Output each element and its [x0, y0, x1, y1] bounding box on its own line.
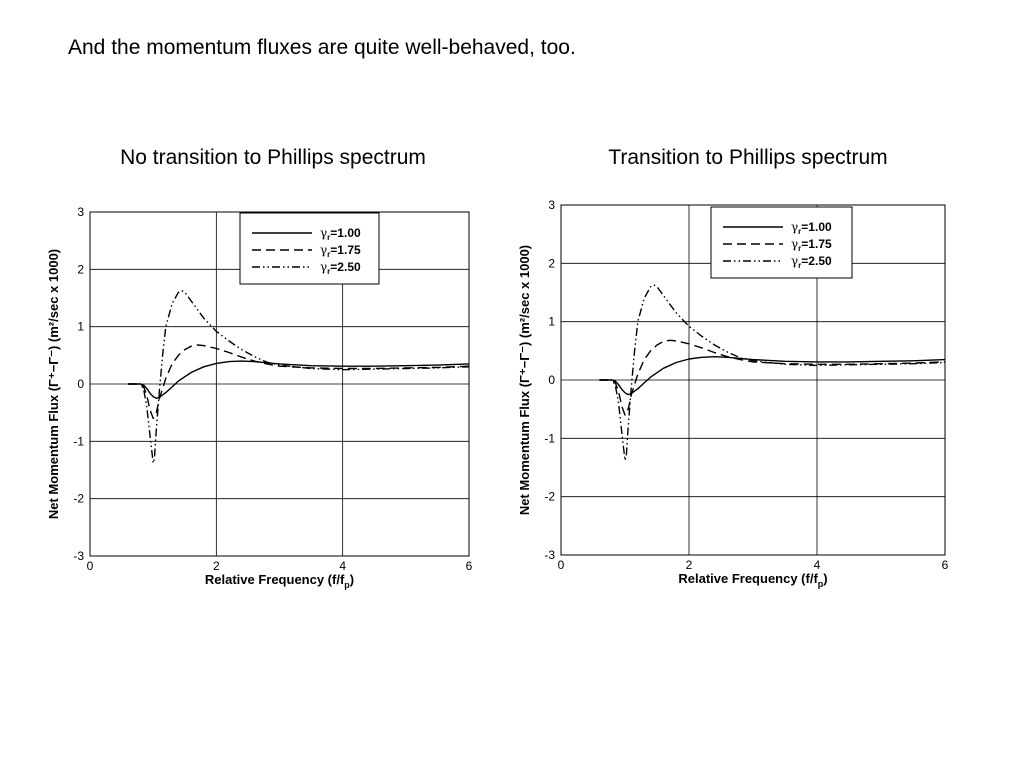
series-line-1	[599, 356, 946, 396]
legend-label-2: γr=1.75	[791, 237, 832, 253]
legend-label-2: γr=1.75	[320, 243, 361, 259]
y-tick-label: 3	[77, 205, 84, 219]
y-tick-label: 0	[77, 377, 84, 391]
y-tick-label: -1	[73, 434, 84, 448]
legend-label-1: γr=1.00	[320, 226, 361, 242]
plot-frame	[89, 211, 470, 557]
x-tick-label: 0	[558, 558, 565, 572]
y-tick-label: 1	[77, 320, 84, 334]
x-tick-label: 4	[339, 559, 346, 573]
y-tick-label: -3	[73, 549, 84, 563]
y-tick-label: 0	[548, 373, 555, 387]
x-tick-label: 2	[686, 558, 693, 572]
y-tick-label: -3	[544, 548, 555, 562]
y-tick-label: -1	[544, 431, 555, 445]
chart-title-left: No transition to Phillips spectrum	[120, 146, 426, 169]
x-tick-label: 6	[466, 559, 473, 573]
legend-box	[710, 206, 853, 279]
series-line-2	[127, 344, 470, 420]
x-tick-label: 2	[213, 559, 220, 573]
series-line-2	[599, 339, 946, 416]
y-tick-label: -2	[73, 492, 84, 506]
y-tick-label: 3	[548, 198, 555, 212]
series-line-3	[599, 284, 946, 462]
x-axis-label: Relative Frequency (f/fp)	[205, 572, 354, 590]
y-tick-label: 1	[548, 315, 555, 329]
legend-label-3: γr=2.50	[791, 254, 832, 270]
x-axis-label: Relative Frequency (f/fp)	[678, 571, 827, 589]
y-tick-label: 2	[77, 262, 84, 276]
legend-label-3: γr=2.50	[320, 260, 361, 276]
plot-frame	[560, 204, 946, 556]
legend-label-1: γr=1.00	[791, 220, 832, 236]
series-line-1	[127, 360, 470, 399]
x-tick-label: 6	[942, 558, 949, 572]
x-tick-label: 0	[87, 559, 94, 573]
slide-heading: And the momentum fluxes are quite well-b…	[68, 36, 576, 59]
y-tick-label: -2	[544, 490, 555, 504]
chart-title-right: Transition to Phillips spectrum	[608, 146, 888, 169]
y-tick-label: 2	[548, 256, 555, 270]
legend-box	[239, 212, 380, 285]
x-tick-label: 4	[814, 558, 821, 572]
series-line-3	[127, 289, 470, 464]
y-axis-label: Net Momentum Flux (Γ⁺−Γ⁻) (m²/sec x 1000…	[46, 249, 61, 519]
y-axis-label: Net Momentum Flux (Γ⁺−Γ⁻) (m²/sec x 1000…	[517, 245, 532, 515]
